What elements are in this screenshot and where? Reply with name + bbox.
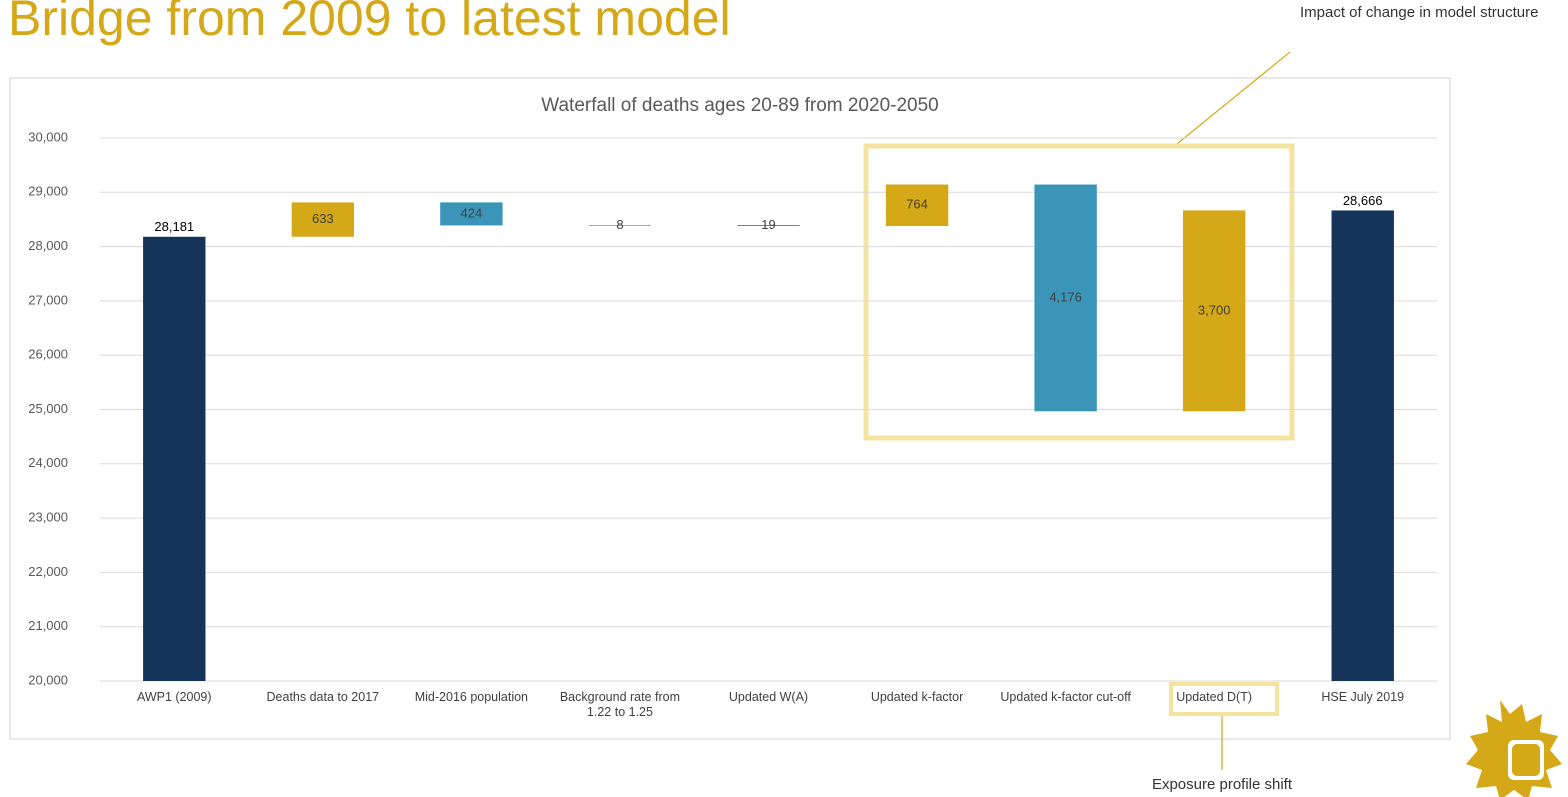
y-tick-label: 29,000 [28,184,68,199]
x-tick-label: Background rate from 1.22 to 1.25 [559,690,681,719]
bar [143,236,206,681]
data-label: 8 [616,217,623,232]
y-tick-label: 21,000 [28,618,68,633]
x-tick-label: Updated k-factor [870,690,964,704]
x-tick-label: Updated D(T) [1176,690,1253,704]
bar [737,224,800,227]
data-label: 28,666 [1343,193,1383,208]
bar [1034,184,1097,412]
data-label: 764 [906,197,928,212]
y-tick-label: 20,000 [28,672,68,687]
x-tick-label: Updated k-factor cut-off [1000,690,1131,704]
y-tick-label: 24,000 [28,455,68,470]
y-tick-label: 22,000 [28,564,68,579]
slide-title: Bridge from 2009 to latest model [8,0,731,46]
y-tick-label: 26,000 [28,347,68,362]
y-tick-label: 25,000 [28,401,68,416]
chart-frame [9,77,1451,740]
x-tick-label: HSE July 2019 [1321,690,1405,704]
data-label: 424 [461,205,483,220]
bar [291,202,355,237]
x-tick-label: Deaths data to 2017 [266,690,380,704]
data-label: 3,700 [1198,302,1231,317]
bar [885,184,949,227]
bar [588,224,652,226]
data-label: 4,176 [1049,289,1082,304]
data-label: 28,181 [154,219,194,234]
annotation: Exposure profile shift [1151,776,1293,793]
y-tick-label: 23,000 [28,510,68,525]
y-tick-label: 27,000 [28,292,68,307]
chart-title: Waterfall of deaths ages 20-89 from 2020… [541,95,938,116]
highlight-box [1169,682,1279,716]
data-label: 19 [761,217,775,232]
bar [1331,210,1394,681]
bar [440,202,503,226]
x-tick-label: Mid-2016 population [414,690,529,704]
x-tick-label: AWP1 (2009) [136,690,212,704]
callout-line [1171,51,1291,149]
y-tick-label: 28,000 [28,238,68,253]
highlight-box [863,143,1295,441]
data-label: 633 [312,211,334,226]
annotation: Impact of change in model structure [1300,4,1539,21]
x-tick-label: Updated W(A) [728,690,809,704]
y-tick-label: 30,000 [28,129,68,144]
bar [1182,210,1246,412]
crest-logo [1466,700,1562,797]
